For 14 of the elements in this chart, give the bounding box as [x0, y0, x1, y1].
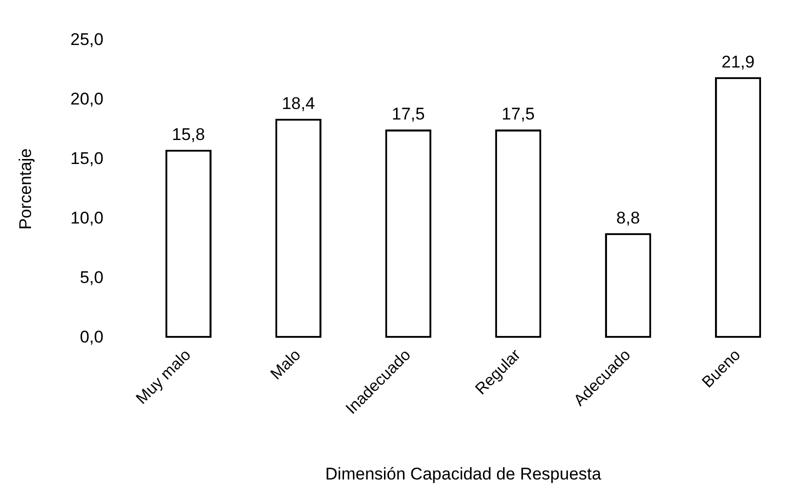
y-tick-label: 5,0: [80, 268, 104, 288]
y-tick-label: 15,0: [70, 148, 104, 168]
data-label: 21,9: [721, 52, 755, 72]
data-label: 15,8: [172, 124, 205, 144]
y-tick-label: 25,0: [70, 30, 104, 49]
x-axis-title: Dimensión Capacidad de Respuesta: [325, 464, 602, 484]
data-label: 17,5: [392, 104, 425, 124]
data-label: 18,4: [282, 94, 315, 113]
y-tick-label: 0,0: [80, 328, 104, 347]
y-tick-label: 10,0: [70, 208, 104, 228]
y-tick-label: 20,0: [70, 89, 104, 108]
data-label: 17,5: [502, 104, 535, 124]
data-label: 8,8: [616, 208, 640, 228]
y-axis-title: Porcentaje: [16, 148, 35, 230]
